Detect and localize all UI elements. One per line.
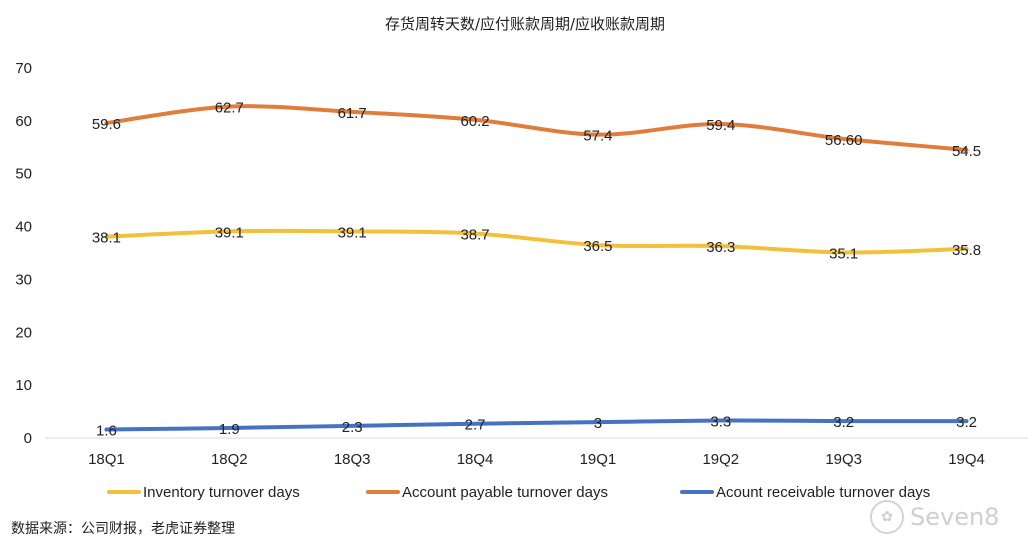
legend-label: Acount receivable turnover days [716,484,930,501]
data-label: 3 [594,415,602,432]
data-label: 3.2 [956,414,977,431]
data-label: 62.7 [215,100,244,117]
series-lines [104,104,969,432]
y-tick-label: 0 [24,430,32,447]
x-tick-label: 18Q1 [88,451,125,468]
x-tick-label: 18Q3 [334,451,371,468]
y-tick-label: 40 [15,219,32,236]
series-line-1 [104,104,969,152]
data-label: 38.7 [460,226,489,243]
x-tick-label: 18Q4 [457,451,494,468]
y-tick-label: 60 [15,113,32,130]
x-tick-label: 19Q1 [580,451,617,468]
data-label: 35.1 [829,245,858,262]
legend-label: Inventory turnover days [143,484,300,501]
data-label: 36.5 [583,238,612,255]
data-label: 39.1 [215,224,244,241]
data-label: 60.2 [460,113,489,130]
watermark: ✿ Seven8 [870,500,999,534]
legend: Inventory turnover days Account payable t… [107,484,930,501]
source-note: 数据来源：公司财报，老虎证券整理 [11,521,235,537]
x-tick-label: 19Q2 [702,451,739,468]
x-tick-label: 18Q2 [211,451,248,468]
series-line-2 [104,418,969,432]
y-tick-label: 10 [15,377,32,394]
watermark-text: Seven8 [910,503,1000,531]
legend-label: Account payable turnover days [402,484,608,501]
data-label: 39.1 [338,224,367,241]
data-label: 38.1 [92,230,121,247]
data-label: 3.2 [833,414,854,431]
y-axis: 0 10 20 30 40 50 60 70 [15,60,32,447]
data-label: 36.3 [706,239,735,256]
data-labels: 38.1 39.1 39.1 38.7 36.5 36.3 35.1 35.8 59.6 62.7… [92,100,981,440]
chart-title: 存货周转天数/应付账款周期/应收账款周期 [385,15,665,33]
x-tick-label: 19Q4 [948,451,985,468]
data-label: 1.9 [219,421,240,438]
y-tick-label: 30 [15,271,32,288]
data-label: 59.6 [92,116,121,133]
data-label: 35.8 [952,242,981,259]
data-label: 54.5 [952,143,981,160]
x-axis: 18Q1 18Q2 18Q3 18Q4 19Q1 19Q2 19Q3 19Q4 [45,437,1028,468]
data-label: 57.4 [583,128,612,145]
y-tick-label: 50 [15,166,32,183]
y-tick-label: 70 [15,60,32,77]
data-label: 59.4 [706,117,735,134]
data-label: 3.3 [710,414,731,431]
y-tick-label: 20 [15,324,32,341]
data-label: 2.7 [465,417,486,434]
data-label: 2.3 [342,419,363,436]
x-tick-label: 19Q3 [825,451,862,468]
data-label: 56.60 [825,132,863,149]
data-label: 1.6 [96,423,117,440]
wechat-logo-icon: ✿ [870,500,904,534]
data-label: 61.7 [338,105,367,122]
series-line-0 [104,228,969,255]
